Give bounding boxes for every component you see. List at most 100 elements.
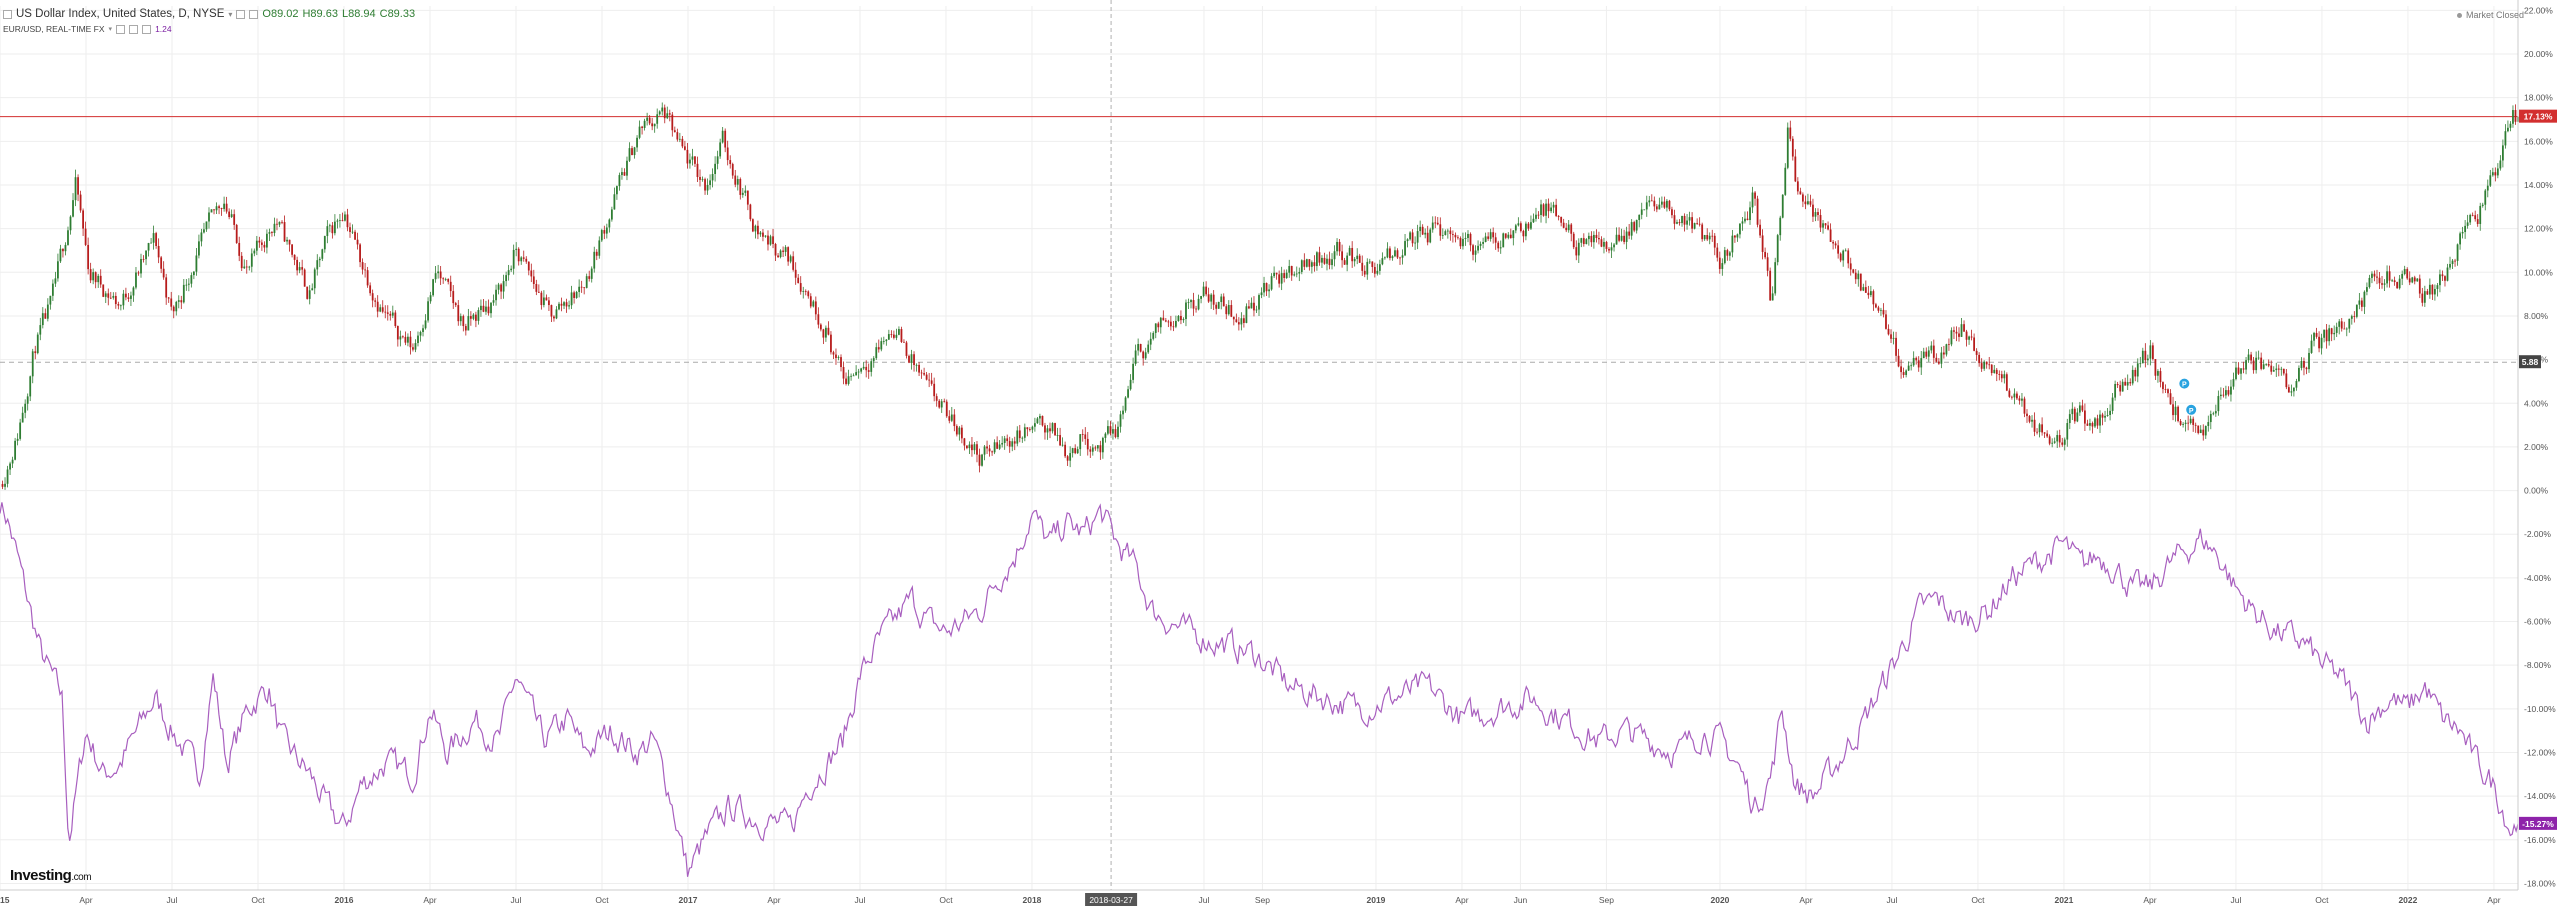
candle-body xyxy=(2512,110,2514,124)
candle-body xyxy=(1769,270,1772,301)
candle-body xyxy=(1585,239,1588,245)
eurusd-last-label: -15.27% xyxy=(2522,819,2554,829)
candle-body xyxy=(618,175,621,187)
candle-body xyxy=(1376,270,1379,274)
candle-body xyxy=(1069,453,1072,461)
candle-body xyxy=(2084,410,2086,424)
remove-icon[interactable] xyxy=(142,24,152,34)
candle-body xyxy=(2287,387,2290,393)
candle-body xyxy=(789,256,792,262)
candle-body xyxy=(668,113,671,115)
candle-body xyxy=(1378,264,1381,271)
candle-body xyxy=(719,142,722,157)
candle-body xyxy=(210,209,213,213)
candle-body xyxy=(1817,212,1819,216)
comparison-symbol[interactable]: EUR/USD, REAL-TIME FX xyxy=(3,24,105,34)
candle-body xyxy=(1230,305,1233,317)
candle-body xyxy=(2300,360,2303,368)
candle-body xyxy=(1950,330,1953,345)
candle-body xyxy=(1235,319,1238,323)
candle-body xyxy=(910,354,913,363)
candle-body xyxy=(1258,295,1260,310)
candle-body xyxy=(1796,181,1799,192)
candle-body xyxy=(92,272,95,281)
candle-body xyxy=(313,269,316,289)
settings-icon[interactable] xyxy=(116,24,126,34)
event-markers[interactable]: PP xyxy=(2178,377,2198,416)
candle-body xyxy=(140,258,142,274)
reference-badge xyxy=(2519,355,2541,369)
candle-body xyxy=(2292,387,2295,392)
candle-body xyxy=(825,327,827,338)
candle-body xyxy=(1182,319,1185,321)
candle-body xyxy=(1462,238,1464,247)
hide-icon[interactable] xyxy=(249,9,259,19)
x-tick-label: 2021 xyxy=(2054,895,2073,905)
candle-body xyxy=(1786,127,1789,168)
candle-body xyxy=(2192,418,2195,425)
settings-icon[interactable] xyxy=(236,9,246,19)
y-tick-label: 20.00% xyxy=(2524,49,2553,59)
candle-body xyxy=(2106,415,2109,416)
candle-body xyxy=(1406,239,1409,242)
candle-body xyxy=(2270,365,2273,372)
candle-body xyxy=(1242,318,1245,323)
candle-body xyxy=(1887,328,1890,335)
candle-body xyxy=(2021,398,2023,401)
symbol-title[interactable]: US Dollar Index, United States, D, NYSE xyxy=(16,8,225,20)
candle-body xyxy=(517,248,520,262)
collapse-icon[interactable] xyxy=(3,9,12,19)
candle-body xyxy=(573,292,576,298)
candle-body xyxy=(1517,223,1520,226)
candle-body xyxy=(1562,222,1565,228)
candle-body xyxy=(1998,374,2001,375)
candle-body xyxy=(175,301,178,312)
candle-body xyxy=(2063,439,2066,445)
candle-body xyxy=(172,306,175,312)
hide-icon[interactable] xyxy=(129,24,139,34)
dropdown-caret-icon[interactable]: ▾ xyxy=(108,26,113,33)
candle-body xyxy=(291,244,293,255)
candle-body xyxy=(150,242,152,244)
candle-body xyxy=(1864,287,1867,293)
candle-body xyxy=(361,262,364,270)
candle-body xyxy=(2303,360,2305,368)
candle-body xyxy=(1421,226,1424,235)
candle-body xyxy=(200,232,203,242)
candle-body xyxy=(1129,379,1132,390)
candle-body xyxy=(814,301,817,315)
candle-body xyxy=(1509,234,1512,239)
candle-body xyxy=(469,316,472,319)
candle-body xyxy=(359,244,361,263)
candle-body xyxy=(694,156,696,164)
candle-body xyxy=(2202,429,2205,436)
candle-body xyxy=(1711,235,1714,237)
candle-body xyxy=(1212,294,1215,305)
candle-body xyxy=(459,316,462,322)
candle-body xyxy=(1932,345,1935,358)
candle-body xyxy=(263,244,266,248)
candle-body xyxy=(867,370,870,372)
candle-body xyxy=(1628,231,1631,236)
candle-body xyxy=(238,242,241,256)
candle-body xyxy=(1454,234,1457,238)
x-tick-label: Apr xyxy=(2143,895,2156,905)
candle-body xyxy=(1159,317,1162,328)
x-tick-label: Jul xyxy=(167,895,178,905)
x-tick-label: Jun xyxy=(1514,895,1528,905)
candle-body xyxy=(925,374,928,380)
candle-body xyxy=(145,250,147,260)
brand-logo[interactable]: Investing.com xyxy=(10,867,92,884)
candle-body xyxy=(2428,284,2431,295)
candle-body xyxy=(744,190,747,193)
candle-body xyxy=(495,289,497,301)
candle-body xyxy=(960,427,963,439)
chart-header: US Dollar Index, United States, D, NYSE … xyxy=(3,8,415,20)
candle-body xyxy=(414,343,417,350)
candle-body xyxy=(505,275,508,282)
candle-body xyxy=(1394,250,1396,257)
candle-body xyxy=(1633,222,1636,231)
dropdown-caret-icon[interactable]: ▾ xyxy=(228,9,233,19)
candle-body xyxy=(87,244,90,270)
